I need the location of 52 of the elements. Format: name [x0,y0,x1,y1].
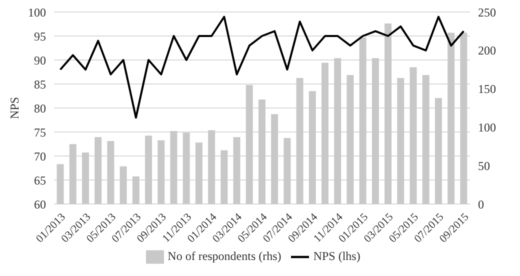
bar [334,58,342,204]
bar [56,164,64,204]
bar [271,114,278,204]
y2-tick-label: 250 [478,5,496,20]
bar [410,67,417,204]
y2-tick-label: 50 [478,158,490,173]
line-series [59,16,465,119]
y-tick-label: 65 [34,173,46,188]
y-tick-label: 95 [34,29,46,44]
bar [422,74,430,204]
bar [132,176,140,204]
bar [372,58,379,204]
bar [120,166,127,204]
bar [359,37,366,204]
bar [182,132,190,204]
bar [195,142,202,204]
bar [384,24,392,204]
bar [397,78,404,204]
y2-tick-label: 200 [478,44,496,58]
y2-tick-label: 0 [478,197,484,212]
y-tick-label: 80 [34,101,46,116]
bar [170,131,178,204]
bar [94,137,102,204]
y-tick-label: 100 [28,5,46,20]
bar [220,150,228,204]
bar [158,140,165,204]
bar [69,144,76,204]
bar [82,152,89,204]
bar [460,32,468,204]
y-tick-label: 90 [34,53,46,68]
y-tick-label: 85 [34,77,46,92]
bar [308,91,316,204]
legend-label: No of respondents (rhs) [168,248,282,263]
bar [233,137,240,204]
bar [208,130,216,204]
bar [258,100,266,204]
bar [448,32,455,204]
y-tick-label: 60 [34,197,46,212]
legend-label: NPS (lhs) [313,248,360,263]
bar [145,136,152,204]
y2-tick-label: 150 [478,82,496,96]
y-tick-label: 75 [34,125,46,140]
bar [284,138,291,204]
bar [322,62,328,204]
y-tick-label: 70 [34,149,46,164]
bar [107,141,114,204]
y-axis-title: NPS [7,96,22,120]
bar [296,78,304,204]
y2-tick-label: 100 [478,120,496,134]
bar [246,84,253,204]
bar [346,74,354,204]
bar [434,98,442,204]
